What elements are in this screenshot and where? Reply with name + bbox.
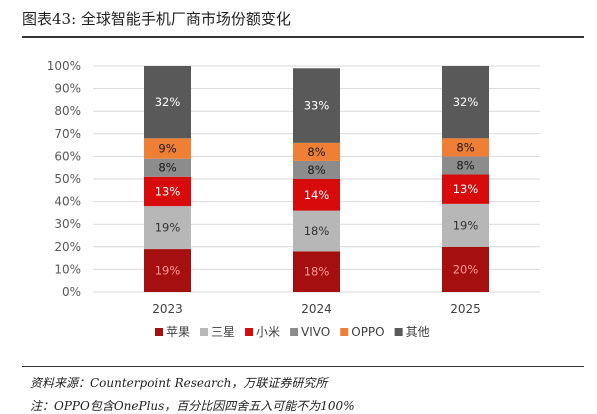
data-label: 8% [307,163,325,177]
bar-segment [442,203,489,247]
data-label: 8% [307,145,325,159]
legend-swatch [200,328,209,336]
legend-label: 三星 [211,325,235,339]
data-label: 8% [158,161,176,175]
bar-segment [144,66,191,139]
legend-label: 其他 [406,325,430,339]
bar-segment [442,246,489,292]
legend-swatch [394,328,403,336]
data-label: 13% [155,184,181,198]
bar-segment [442,174,489,204]
bar-segment [144,249,191,292]
bar-segment [144,206,191,250]
data-label: 18% [304,224,330,238]
footnote: 注：OPPO包含OnePlus，百分比因四舍五入可能不为100% [30,399,355,413]
y-tick-label: 20% [54,240,81,254]
legend-swatch [155,328,163,336]
bar-segment [144,176,191,207]
figure-title: 图表43: 全球智能手机厂商市场份额变化 [22,10,291,28]
bar-segment [144,158,191,177]
data-label: 19% [453,218,479,232]
legend-label: 苹果 [166,325,190,339]
bar-segment [293,210,340,252]
legend-label: VIVO [301,325,330,339]
legend-swatch [340,328,349,336]
bar-segment [293,251,340,292]
bar-segment [293,68,340,143]
x-tick-label: 2023 [152,302,183,316]
title-rule [22,36,584,38]
data-label: 20% [453,262,479,276]
data-label: 14% [304,188,330,202]
data-label: 8% [456,158,474,172]
y-tick-label: 0% [62,285,81,299]
bar-segment [442,138,489,157]
data-label: 19% [155,221,181,235]
data-label: 13% [453,182,479,196]
figure-page: 图表43: 全球智能手机厂商市场份额变化 0% 10% 20% 30% 40% 50% 60… [22,10,584,413]
legend-label: 小米 [256,325,280,339]
stacked-bar-chart: 0% 10% 20% 30% 40% 50% 60% 70% 80% 90% 100% 19% 19% 1… [47,59,540,339]
x-tick-label: 2025 [450,302,481,316]
y-tick-label: 40% [54,195,81,209]
data-label: 32% [453,95,479,109]
data-label: 33% [304,99,330,113]
footer-rule [22,366,584,367]
bar-segment [293,179,340,211]
y-tick-label: 100% [47,59,81,73]
source-note: 资料来源：Counterpoint Research，万联证券研究所 [30,376,328,390]
legend-swatch [245,328,254,336]
bar-segment [442,66,489,139]
y-tick-label: 50% [54,172,81,186]
legend-swatch [290,328,299,336]
bar-segment [293,142,340,161]
x-tick-label: 2024 [301,302,332,316]
y-tick-label: 60% [54,149,81,163]
bar-segment [293,160,340,179]
bar-segment [442,156,489,175]
data-label: 8% [456,140,474,154]
y-tick-label: 10% [54,262,81,276]
data-label: 19% [155,264,181,278]
y-tick-label: 70% [54,127,81,141]
y-tick-label: 90% [54,82,81,96]
y-tick-label: 80% [54,104,81,118]
legend-label: OPPO [351,325,384,339]
y-tick-label: 30% [54,217,81,231]
bar-segment [144,138,191,159]
data-label: 9% [158,141,176,155]
data-label: 32% [155,95,181,109]
data-label: 18% [304,265,330,279]
